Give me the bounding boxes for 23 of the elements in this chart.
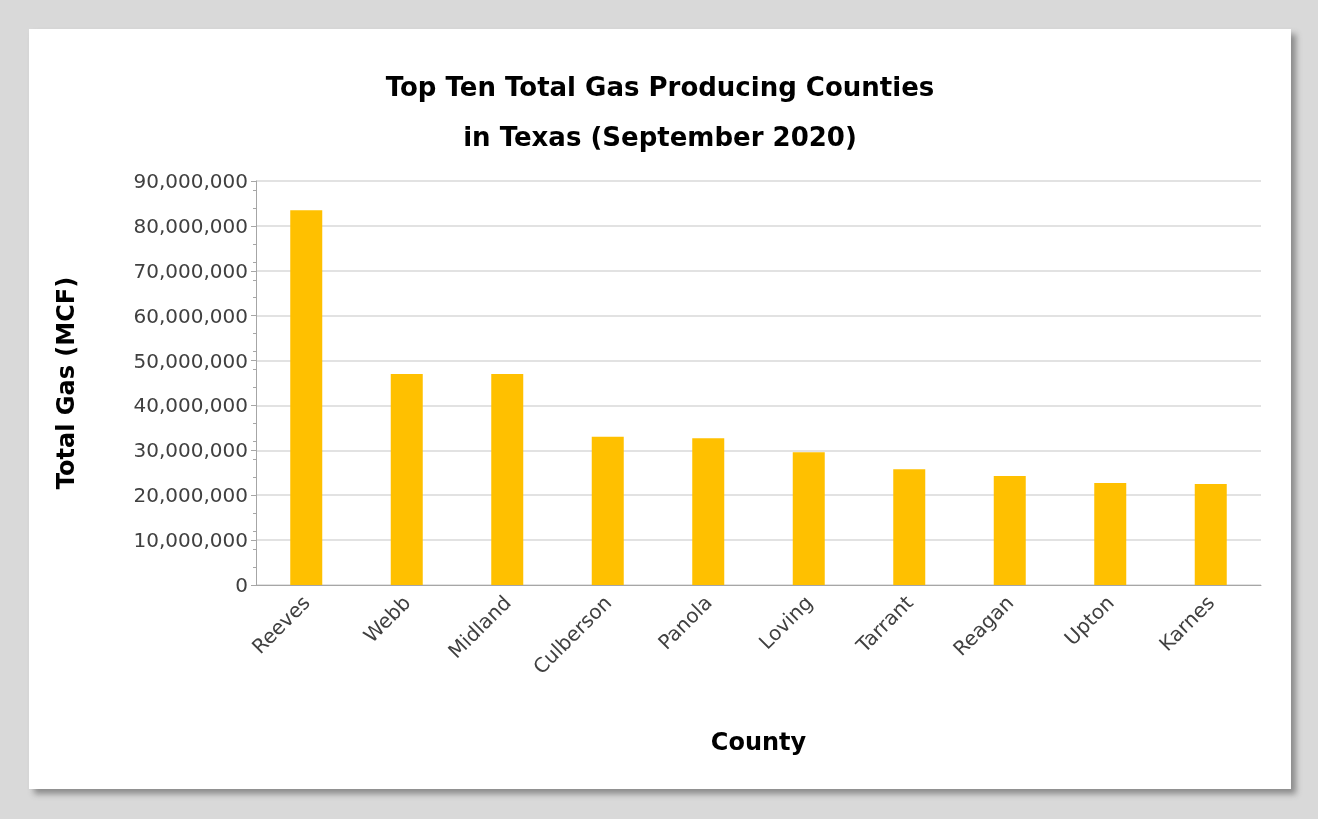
bar	[1094, 483, 1127, 585]
y-tick-label: 10,000,000	[133, 528, 248, 553]
bar	[290, 210, 323, 585]
chart-title: Top Ten Total Gas Producing Counties in Texas (September 2020)	[385, 72, 935, 152]
y-axis-title: Total Gas (MCF)	[52, 276, 80, 490]
y-tick-label: 60,000,000	[133, 303, 248, 328]
y-tick-label: 90,000,000	[133, 169, 248, 193]
bar	[1194, 484, 1227, 585]
bar	[692, 438, 725, 585]
y-tick-label: 20,000,000	[133, 483, 248, 508]
bar	[893, 469, 926, 585]
bar	[591, 436, 624, 585]
y-tick-label: 0	[235, 573, 248, 597]
y-tick-label: 70,000,000	[133, 258, 248, 283]
x-axis-title: County	[710, 728, 807, 756]
y-tick-label: 30,000,000	[133, 438, 248, 463]
bar	[792, 452, 825, 585]
bar	[390, 374, 423, 585]
bar	[993, 475, 1026, 585]
y-tick-label: 50,000,000	[133, 348, 248, 373]
y-tick-label: 40,000,000	[133, 393, 248, 418]
bar	[491, 374, 524, 585]
y-tick-label: 80,000,000	[133, 213, 248, 238]
